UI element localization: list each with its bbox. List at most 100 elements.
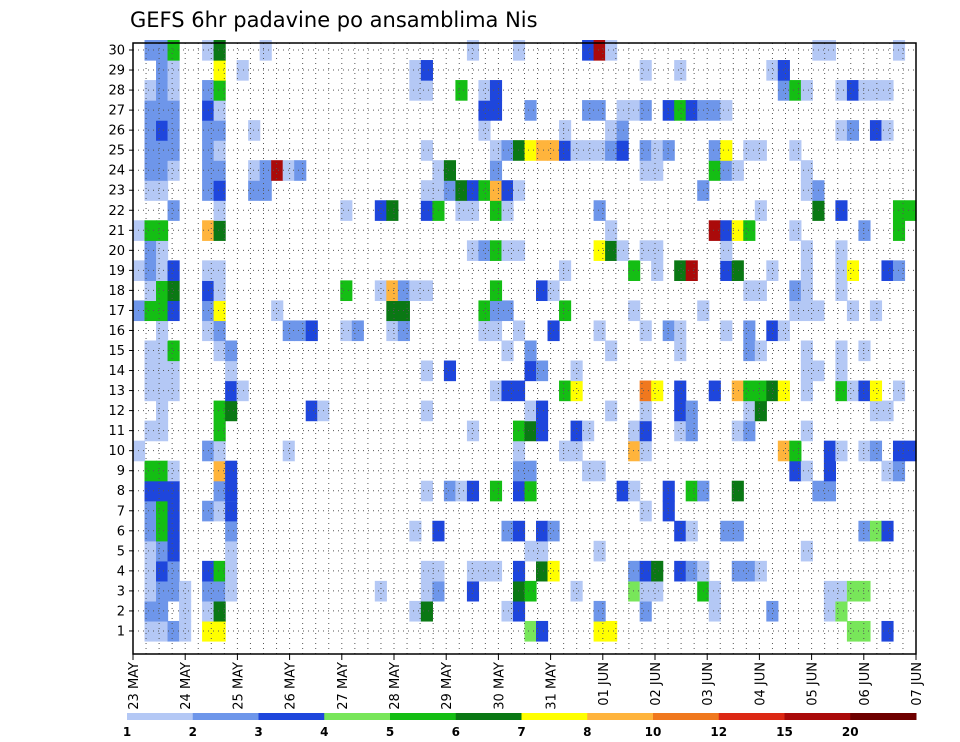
heatmap-cell [731,160,744,181]
heatmap-cell [835,120,848,141]
heatmap-cell [639,600,652,622]
heatmap-cell [616,120,629,141]
heatmap-cell [478,80,491,101]
heatmap-cell [559,300,572,322]
colorbar-tick-label: 15 [776,725,793,739]
heatmap-cell [823,580,836,602]
y-tick-label: 28 [108,84,125,99]
heatmap-cell [823,600,836,622]
heatmap-cell [443,480,457,502]
colorbar-tick-label: 10 [645,725,662,739]
heatmap-cell [789,220,802,241]
heatmap-cell [443,160,457,181]
heatmap-cell [512,520,526,542]
heatmap-cell [489,160,503,181]
y-tick-label: 13 [108,384,125,399]
heatmap-cells [133,40,917,642]
heatmap-cell [536,520,549,542]
heatmap-cell [501,140,514,161]
chart-title: GEFS 6hr padavine po ansamblima Nis [130,8,538,32]
heatmap-cell [156,280,169,302]
heatmap-cell [800,280,813,302]
heatmap-cell [420,360,433,382]
heatmap-cell [144,520,157,542]
heatmap-cell [133,220,146,241]
heatmap-cell [754,380,767,402]
heatmap-cell [754,140,767,161]
heatmap-cell [156,480,169,502]
heatmap-cell [144,220,157,241]
heatmap-cell [685,260,698,281]
heatmap-cell [570,580,583,602]
heatmap-cell [524,540,537,562]
heatmap-cell [674,560,687,582]
y-tick-label: 8 [117,484,125,499]
heatmap-cell [754,400,767,422]
heatmap-cell [766,260,779,281]
heatmap-cell [213,400,226,422]
heatmap-cell [156,560,169,582]
x-tick-label: 23 MAY [127,662,142,710]
heatmap-cell [213,440,226,462]
heatmap-cell [754,200,767,221]
heatmap-cell [593,460,606,482]
x-tick-label: 29 MAY [440,662,455,710]
heatmap-cell [674,400,687,422]
heatmap-cell [478,320,491,342]
heatmap-cell [213,280,226,302]
heatmap-cell [593,320,606,342]
x-axis-ticks: 23 MAY 24 MAY 25 MAY 26 MAY 27 MAY 28 MAY 29 M… [127,654,925,710]
heatmap-cell [156,300,169,322]
heatmap-cell [156,420,169,442]
heatmap-cell [835,240,848,261]
heatmap-cell [593,240,606,261]
heatmap-cell [156,580,169,602]
heatmap-cell [386,280,399,302]
heatmap-cell [489,380,503,402]
heatmap-cell [593,140,606,161]
heatmap-cell [559,260,572,281]
heatmap-cell [674,520,687,542]
heatmap-cell [800,160,813,181]
heatmap-cell [743,280,756,302]
heatmap-cell [420,180,433,201]
heatmap-cell [512,600,526,622]
y-tick-label: 22 [108,204,125,219]
heatmap-cell [489,560,503,582]
heatmap-cell [674,260,687,281]
heatmap-cell [213,600,226,622]
heatmap-cell [846,260,860,281]
heatmap-cell [708,160,721,181]
heatmap-cell [144,460,157,482]
heatmap-cell [156,460,169,482]
heatmap-cell [489,280,503,302]
heatmap-cell [501,340,514,362]
heatmap-cell [455,200,468,221]
y-tick-label: 26 [108,124,125,139]
heatmap-cell [156,400,169,422]
heatmap-cell [386,320,399,342]
heatmap-cell [639,420,652,442]
heatmap-cell [225,340,238,362]
heatmap-cell [639,580,652,602]
colorbar-tick-label: 12 [710,725,727,739]
x-tick-label: 30 MAY [492,662,507,710]
heatmap-cell [536,280,549,302]
heatmap-cell [869,300,883,322]
heatmap-cell [881,400,894,422]
heatmap-cell [720,320,733,342]
heatmap-cell [340,200,353,221]
colorbar-tick-label: 20 [842,725,859,739]
heatmap-cell [156,40,169,61]
heatmap-cell [559,140,572,161]
heatmap-cell [651,240,664,261]
heatmap-cell [628,300,641,322]
colorbar-swatch [653,713,720,720]
heatmap-cell [743,380,756,402]
x-tick-label: 07 JUN [910,662,925,706]
heatmap-cell [639,320,652,342]
heatmap-cell [420,560,433,582]
heatmap-cell [685,400,698,422]
heatmap-cell [466,240,480,261]
heatmap-cell [213,580,226,602]
